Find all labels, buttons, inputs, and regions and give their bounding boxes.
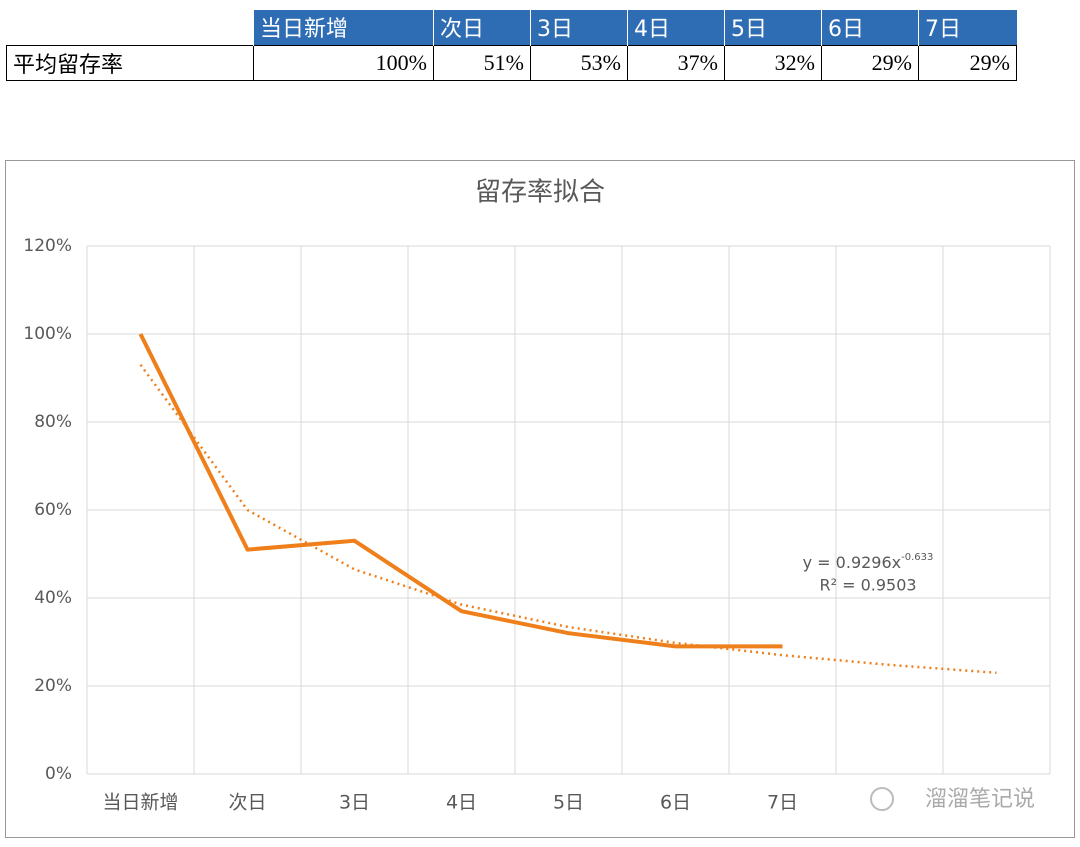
header-cell: 7日 [918, 10, 1017, 45]
value-cell: 37% [627, 44, 725, 81]
value-cell: 53% [530, 44, 628, 81]
y-tick-label: 100% [23, 324, 72, 344]
header-cell: 6日 [821, 10, 919, 45]
chart-frame [5, 160, 1075, 838]
row-label: 平均留存率 [6, 44, 254, 81]
x-tick-label: 4日 [446, 792, 477, 814]
y-tick-label: 80% [34, 412, 72, 432]
x-tick-label: 6日 [660, 792, 691, 814]
retention-table: 当日新增 次日 3日 4日 5日 6日 7日 平均留存率 100% 51% 53… [6, 10, 1017, 81]
header-cell: 当日新增 [253, 10, 434, 45]
value-cell: 29% [821, 44, 919, 81]
trend-equation: y = 0.9296x-0.633 [803, 552, 934, 572]
plot-area: 0% 20% 40% 60% 80% 100% 120% 当日新增 次日 3日 4日 5日 6日 7日 [23, 236, 1051, 814]
watermark: 溜溜笔记说 [925, 787, 1035, 812]
header-cell: 5日 [724, 10, 822, 45]
x-tick-label: 5日 [553, 792, 584, 814]
trend-r2: R² = 0.9503 [819, 576, 916, 595]
header-cell: 次日 [433, 10, 531, 45]
chart-title: 留存率拟合 [475, 178, 605, 208]
y-tick-label: 60% [34, 500, 72, 520]
header-cell: 3日 [530, 10, 628, 45]
value-cell: 100% [253, 44, 434, 81]
y-tick-label: 120% [23, 236, 72, 256]
watermark-icon [870, 787, 894, 811]
y-tick-label: 20% [34, 676, 72, 696]
value-cell: 29% [918, 44, 1017, 81]
series-line [138, 333, 783, 649]
x-tick-label: 3日 [339, 792, 370, 814]
x-tick-label: 7日 [767, 792, 798, 814]
value-cell: 51% [433, 44, 531, 81]
value-cell: 32% [724, 44, 822, 81]
x-tick-label: 当日新增 [102, 792, 178, 814]
y-tick-label: 0% [45, 764, 72, 784]
y-tick-label: 40% [34, 588, 72, 608]
x-tick-label: 次日 [228, 792, 266, 814]
header-cell: 4日 [627, 10, 725, 45]
